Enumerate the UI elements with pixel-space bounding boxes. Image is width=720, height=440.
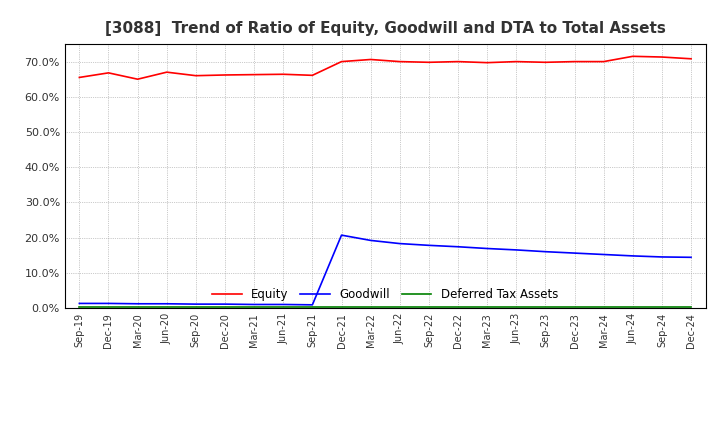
- Deferred Tax Assets: [75, 304, 84, 310]
- Equity: [192, 73, 200, 78]
- Goodwill: [75, 301, 84, 306]
- Goodwill: [163, 301, 171, 306]
- Deferred Tax Assets: [687, 304, 696, 310]
- Goodwill: [250, 302, 258, 307]
- Equity: [308, 73, 317, 78]
- Goodwill: [425, 243, 433, 248]
- Goodwill: [570, 250, 579, 256]
- Deferred Tax Assets: [104, 304, 113, 310]
- Deferred Tax Assets: [629, 304, 637, 310]
- Deferred Tax Assets: [483, 304, 492, 310]
- Deferred Tax Assets: [541, 304, 550, 310]
- Goodwill: [279, 302, 287, 307]
- Equity: [279, 72, 287, 77]
- Goodwill: [483, 246, 492, 251]
- Deferred Tax Assets: [366, 304, 375, 310]
- Goodwill: [454, 244, 462, 249]
- Equity: [220, 72, 229, 77]
- Equity: [687, 56, 696, 62]
- Equity: [512, 59, 521, 64]
- Deferred Tax Assets: [279, 304, 287, 310]
- Deferred Tax Assets: [308, 304, 317, 310]
- Goodwill: [104, 301, 113, 306]
- Deferred Tax Assets: [512, 304, 521, 310]
- Equity: [599, 59, 608, 64]
- Deferred Tax Assets: [395, 304, 404, 310]
- Equity: [104, 70, 113, 76]
- Line: Equity: Equity: [79, 56, 691, 79]
- Deferred Tax Assets: [133, 304, 142, 310]
- Goodwill: [192, 301, 200, 307]
- Equity: [337, 59, 346, 64]
- Goodwill: [308, 302, 317, 308]
- Goodwill: [366, 238, 375, 243]
- Deferred Tax Assets: [192, 304, 200, 310]
- Goodwill: [512, 247, 521, 253]
- Equity: [454, 59, 462, 64]
- Equity: [250, 72, 258, 77]
- Deferred Tax Assets: [337, 304, 346, 310]
- Equity: [75, 75, 84, 80]
- Goodwill: [629, 253, 637, 259]
- Deferred Tax Assets: [250, 304, 258, 310]
- Legend: Equity, Goodwill, Deferred Tax Assets: Equity, Goodwill, Deferred Tax Assets: [207, 282, 564, 308]
- Deferred Tax Assets: [163, 304, 171, 310]
- Deferred Tax Assets: [220, 304, 229, 310]
- Equity: [395, 59, 404, 64]
- Equity: [657, 55, 666, 60]
- Goodwill: [395, 241, 404, 246]
- Title: [3088]  Trend of Ratio of Equity, Goodwill and DTA to Total Assets: [3088] Trend of Ratio of Equity, Goodwil…: [105, 21, 665, 36]
- Deferred Tax Assets: [425, 304, 433, 310]
- Equity: [541, 60, 550, 65]
- Goodwill: [657, 254, 666, 260]
- Goodwill: [220, 301, 229, 307]
- Equity: [425, 60, 433, 65]
- Equity: [483, 60, 492, 65]
- Equity: [163, 70, 171, 75]
- Goodwill: [133, 301, 142, 306]
- Equity: [629, 54, 637, 59]
- Deferred Tax Assets: [570, 304, 579, 310]
- Goodwill: [599, 252, 608, 257]
- Deferred Tax Assets: [454, 304, 462, 310]
- Goodwill: [541, 249, 550, 254]
- Equity: [570, 59, 579, 64]
- Equity: [366, 57, 375, 62]
- Equity: [133, 77, 142, 82]
- Line: Goodwill: Goodwill: [79, 235, 691, 305]
- Deferred Tax Assets: [599, 304, 608, 310]
- Deferred Tax Assets: [657, 304, 666, 310]
- Goodwill: [337, 232, 346, 238]
- Goodwill: [687, 255, 696, 260]
